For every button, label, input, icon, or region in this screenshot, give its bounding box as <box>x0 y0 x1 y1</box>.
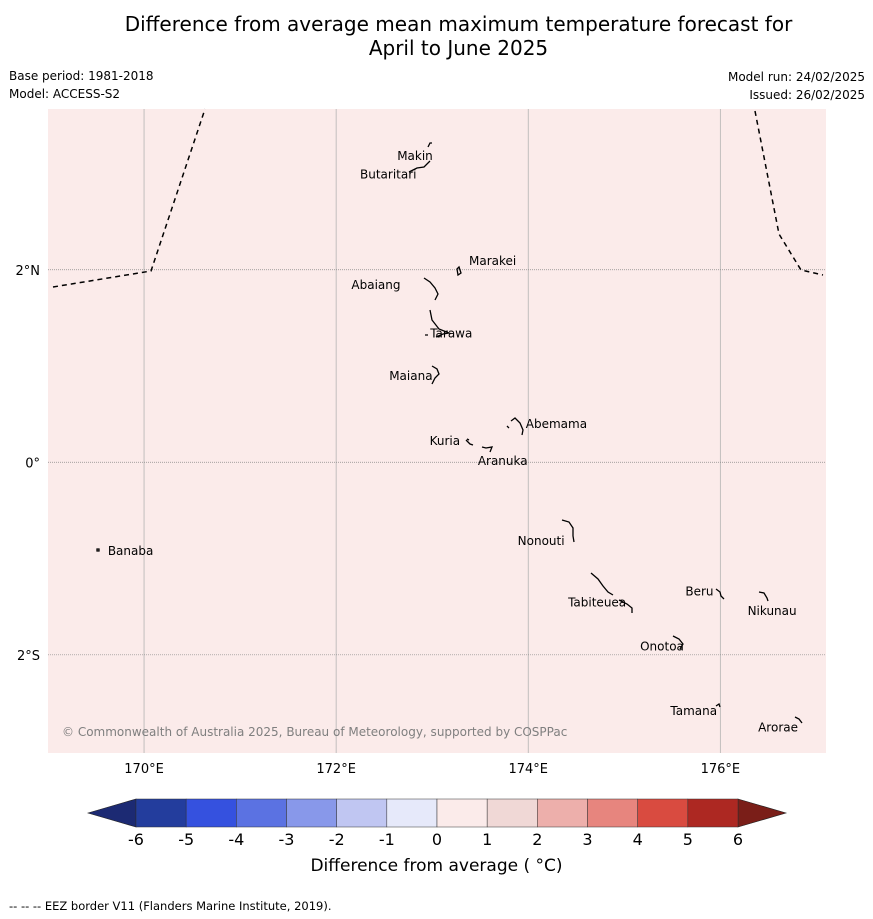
longitude-tick-label: 172°E <box>316 762 356 777</box>
latitude-tick-label: 2°N <box>16 264 41 279</box>
atoll-beru <box>715 588 725 600</box>
colorbar-tick-label: -6 <box>128 830 144 849</box>
colorbar-tick-label: -4 <box>228 830 244 849</box>
latitude-tick-label: 2°S <box>17 649 40 664</box>
axis-labels: 170°E 172°E 174°E 176°E 2°N 0° 2°S <box>16 264 741 777</box>
longitude-tick-label: 174°E <box>508 762 548 777</box>
atoll-arorae <box>794 716 803 724</box>
colorbar-swatch <box>336 798 388 828</box>
eez-border <box>52 108 824 288</box>
colorbar-tick-label: -3 <box>279 830 295 849</box>
latitude-tick-label: 0° <box>25 456 40 471</box>
colorbar-over-arrow <box>737 798 788 828</box>
atoll-maiana <box>431 365 440 385</box>
island-label-nikunau: Nikunau <box>748 604 797 618</box>
colorbar-tick-label: 6 <box>733 830 743 849</box>
colorbar-tick-label: -1 <box>379 830 395 849</box>
colorbar-swatch <box>185 798 237 828</box>
colorbar-swatch <box>637 798 689 828</box>
island-label-tabiteuea: Tabiteuea <box>567 595 626 609</box>
island-label-arorae: Arorae <box>758 720 798 734</box>
colorbar-tick-label: 1 <box>482 830 492 849</box>
colorbar-swatch <box>135 798 187 828</box>
colorbar-swatch <box>386 798 438 828</box>
colorbar-tick-label: 2 <box>532 830 542 849</box>
island-label-tamana: Tamana <box>669 704 717 718</box>
island-label-abemama: Abemama <box>526 417 587 431</box>
atoll-tamana <box>715 702 721 708</box>
colorbar-swatch <box>486 798 538 828</box>
island-label-banaba: Banaba <box>108 544 154 558</box>
atoll-makin <box>427 142 432 148</box>
colorbar-swatch <box>587 798 638 828</box>
atoll-kuria <box>465 438 474 446</box>
atoll-aranuka <box>481 446 494 453</box>
atoll-nonouti <box>561 519 575 543</box>
colorbar-under-arrow <box>86 798 137 828</box>
colorbar-tick-label: 3 <box>582 830 592 849</box>
colorbar-swatch <box>236 798 287 828</box>
island-label-beru: Beru <box>685 584 713 598</box>
colorbar-tick-label: 0 <box>432 830 442 849</box>
longitude-tick-label: 176°E <box>701 762 741 777</box>
title-line-1: Difference from average mean maximum tem… <box>124 12 793 36</box>
colorbar-swatch <box>436 798 488 828</box>
atoll-marakei <box>456 265 462 277</box>
meta-right: Model run: 24/02/2025 Issued: 26/02/2025 <box>728 68 865 104</box>
eez-legend-note: -- -- -- EEZ border V11 (Flanders Marine… <box>9 899 332 913</box>
base-period: Base period: 1981-2018 <box>9 69 154 83</box>
atoll-abemama <box>506 417 524 436</box>
island-label-aranuka: Aranuka <box>478 454 528 468</box>
island-label-tarawa: Tarawa <box>429 327 472 341</box>
colorbar-tick-label: 5 <box>683 830 693 849</box>
island-label-marakei: Marakei <box>469 254 516 268</box>
island-label-onotoa: Onotoa <box>640 640 684 654</box>
eez-border-west <box>52 108 206 288</box>
atoll-tarawa <box>425 309 452 338</box>
map-figure: Makin Butaritari Marakei Abaiang Tarawa Maian… <box>16 108 826 849</box>
island-label-butaritari: Butaritari <box>360 168 417 182</box>
colorbar-swatch <box>687 798 739 828</box>
atoll-onotoa <box>672 635 684 650</box>
map-title: Difference from average mean maximum tem… <box>0 12 873 60</box>
island-labels: Makin Butaritari Marakei Abaiang Tarawa Maian… <box>108 149 798 734</box>
colorbar-swatch <box>286 798 337 828</box>
copyright-notice: © Commonwealth of Australia 2025, Bureau… <box>62 725 567 739</box>
colorbar: -6 -5 -4 -3 -2 -1 0 1 2 3 4 5 6 <box>86 798 788 849</box>
island-label-nonouti: Nonouti <box>518 534 565 548</box>
map-background <box>48 109 826 753</box>
colorbar-tick-label: -2 <box>329 830 345 849</box>
atoll-outlines <box>96 142 803 724</box>
colorbar-swatch <box>537 798 588 828</box>
eez-border-east <box>754 110 824 276</box>
atoll-abaiang <box>423 277 439 301</box>
atoll-butaritari <box>408 160 431 173</box>
island-label-maiana: Maiana <box>389 369 432 383</box>
longitude-tick-label: 170°E <box>124 762 164 777</box>
gridlines <box>48 109 826 753</box>
atoll-banaba <box>96 548 100 552</box>
atoll-nikunau <box>758 591 769 602</box>
colorbar-label: Difference from average ( °C) <box>310 856 563 876</box>
island-label-makin: Makin <box>397 149 433 163</box>
atoll-tabiteuea <box>590 572 633 613</box>
island-label-kuria: Kuria <box>430 434 461 448</box>
colorbar-tick-label: -5 <box>178 830 194 849</box>
colorbar-tick-label: 4 <box>633 830 643 849</box>
island-label-abaiang: Abaiang <box>351 278 400 292</box>
model-name: Model: ACCESS-S2 <box>9 87 121 101</box>
model-run: Model run: 24/02/2025 <box>727 70 865 84</box>
issued-date: Issued: 26/02/2025 <box>749 88 865 102</box>
meta-left: Base period: 1981-2018 Model: ACCESS-S2 <box>9 67 154 103</box>
title-line-2: April to June 2025 <box>368 36 549 60</box>
